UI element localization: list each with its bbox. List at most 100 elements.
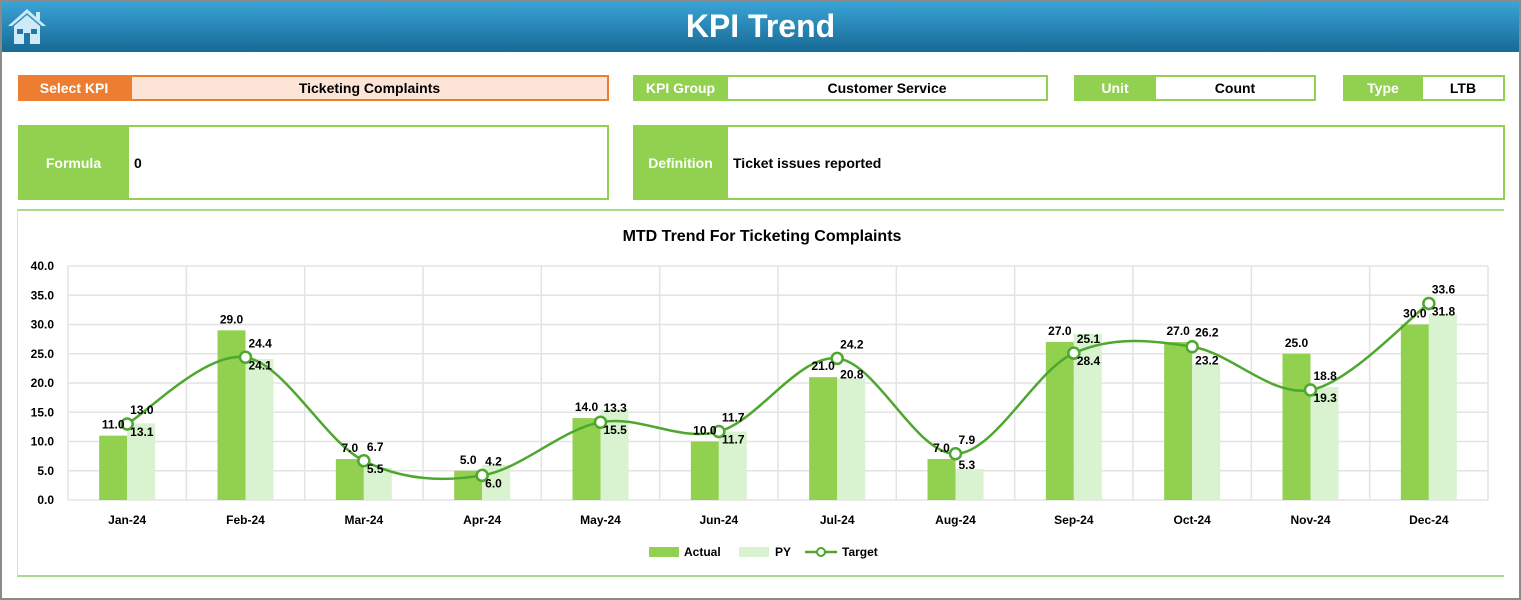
x-tick-label: Oct-24 [1173,513,1211,527]
y-tick-label: 0.0 [37,493,54,507]
actual-bar [927,459,956,500]
py-bar [1428,313,1457,500]
actual-data-label: 7.0 [933,441,950,455]
chart-panel [17,209,1504,577]
page-title: KPI Trend [685,8,836,44]
py-bar [837,378,866,500]
py-data-label: 15.5 [604,423,628,437]
legend-actual-label: Actual [684,545,721,559]
target-data-label: 33.6 [1432,282,1456,296]
actual-bar [690,441,719,500]
actual-bar [335,459,364,500]
y-tick-label: 30.0 [31,318,55,332]
target-data-label: 13.3 [604,401,628,415]
target-data-label: 26.2 [1195,326,1219,340]
target-marker [475,468,489,483]
x-tick-label: May-24 [580,513,621,527]
py-data-label: 13.1 [130,425,154,439]
y-tick-label: 10.0 [31,435,55,449]
y-tick-label: 35.0 [31,288,55,302]
x-tick-label: Sep-24 [1054,513,1094,527]
type-value: LTB [1421,75,1505,101]
target-marker [238,350,253,365]
x-tick-label: Jun-24 [699,513,738,527]
py-bar [1192,364,1221,500]
select-kpi-label: Select KPI [18,75,130,101]
py-data-label: 24.1 [249,358,273,372]
target-line [126,302,1430,481]
py-data-label: 11.7 [722,433,745,447]
kpi-group-value: Customer Service [726,75,1048,101]
target-marker [1303,383,1318,397]
x-tick-label: Nov-24 [1290,513,1330,527]
py-bar [245,359,274,500]
py-bar [363,467,392,500]
target-data-label: 25.1 [1077,332,1101,346]
header-bar: KPI Trend [2,2,1519,52]
x-tick-label: Dec-24 [1409,513,1449,527]
legend-target-label: Target [842,545,878,559]
y-tick-label: 5.0 [37,464,54,478]
target-marker [1067,346,1081,360]
target-marker [1185,339,1199,354]
target-data-label: 18.8 [1314,369,1338,383]
chart-title: MTD Trend For Ticketing Complaints [623,228,902,245]
x-tick-label: Apr-24 [463,513,501,527]
actual-bar [1282,353,1311,500]
actual-bar [572,418,601,500]
home-icon[interactable] [6,6,48,46]
select-kpi-dropdown[interactable]: Ticketing Complaints [130,75,609,101]
py-bar [1073,333,1102,500]
actual-bar [1164,342,1193,500]
actual-data-label: 5.0 [460,453,477,467]
unit-value: Count [1154,75,1316,101]
legend-py-label: PY [775,545,791,559]
target-marker [1422,296,1436,311]
py-data-label: 31.8 [1432,304,1456,318]
actual-data-label: 30.0 [1403,307,1427,321]
target-marker [120,417,134,431]
py-data-label: 5.5 [367,462,384,476]
target-data-label: 6.7 [367,440,384,454]
py-bar [718,431,747,500]
target-marker [712,424,726,439]
formula-value: 0 [127,125,609,200]
py-data-label: 6.0 [485,476,502,490]
target-data-label: 4.2 [485,454,502,468]
py-bar [955,468,984,500]
target-marker [948,447,963,461]
type-label: Type [1343,75,1423,101]
legend-actual-swatch [649,547,679,557]
target-marker [357,454,371,468]
definition-label: Definition [633,125,728,200]
actual-data-label: 25.0 [1285,336,1309,350]
x-tick-label: Mar-24 [344,513,383,527]
target-marker [593,415,608,429]
kpi-group-label: KPI Group [633,75,728,101]
y-tick-label: 40.0 [31,259,55,273]
actual-data-label: 29.0 [220,312,244,326]
py-data-label: 23.2 [1195,353,1219,367]
target-data-label: 24.4 [249,336,273,350]
actual-data-label: 21.0 [811,359,835,373]
target-data-label: 24.2 [840,337,864,351]
py-data-label: 28.4 [1077,354,1101,368]
definition-value: Ticket issues reported [726,125,1505,200]
x-tick-label: Aug-24 [935,513,976,527]
py-data-label: 19.3 [1314,391,1338,405]
actual-data-label: 11.0 [102,418,125,432]
py-data-label: 20.8 [840,367,864,381]
formula-label: Formula [18,125,129,200]
y-tick-label: 15.0 [31,405,55,419]
actual-data-label: 10.0 [693,424,717,438]
x-tick-label: Jan-24 [108,513,146,527]
target-data-label: 7.9 [959,433,976,447]
unit-label: Unit [1074,75,1156,101]
target-data-label: 11.7 [722,411,745,425]
target-data-label: 13.0 [130,403,154,417]
py-bar [127,423,156,500]
y-tick-label: 25.0 [31,347,55,361]
py-data-label: 5.3 [959,458,976,472]
actual-bar [99,435,128,500]
